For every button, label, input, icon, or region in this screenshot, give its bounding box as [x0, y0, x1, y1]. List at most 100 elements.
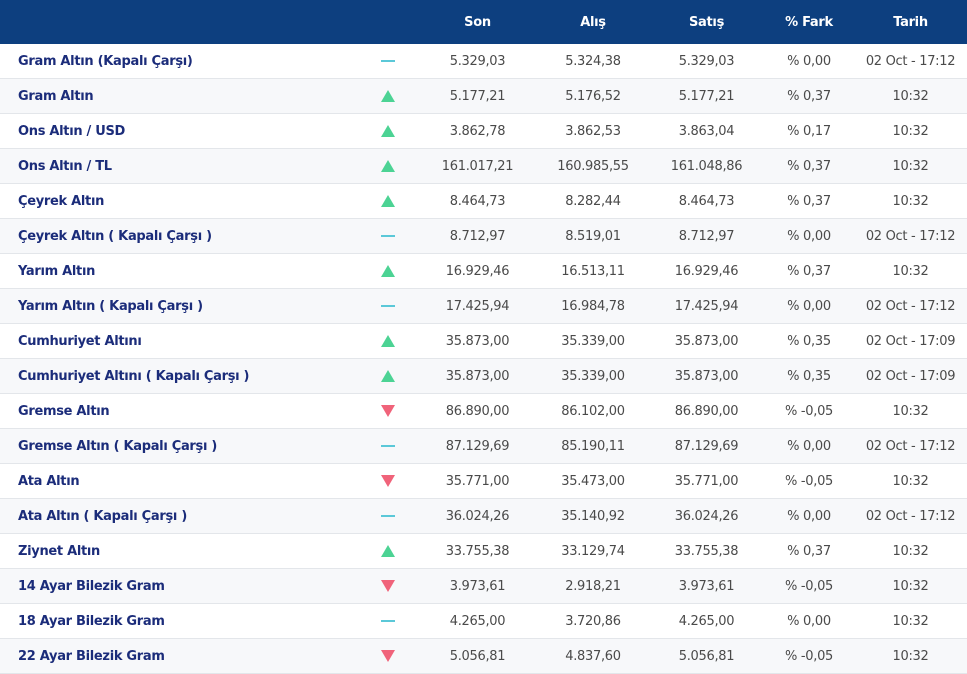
cell-fark: % 0,00: [787, 228, 831, 244]
table-row[interactable]: 14 Ayar Bilezik Gram 3.973,61 2.918,21 3.97…: [0, 569, 967, 604]
trend-up-icon: [381, 160, 395, 172]
cell-tarih: 10:32: [892, 473, 929, 489]
row-name-link[interactable]: Yarım Altın ( Kapalı Çarşı ): [18, 298, 203, 314]
trend-up-icon: [381, 90, 395, 102]
row-name-link[interactable]: 18 Ayar Bilezik Gram: [18, 613, 165, 629]
table-row[interactable]: Cumhuriyet Altını 35.873,00 35.339,00 35.87…: [0, 324, 967, 359]
cell-son: 161.017,21: [441, 158, 514, 174]
table-body: Gram Altın (Kapalı Çarşı) 5.329,03 5.324,3…: [0, 44, 967, 674]
trend-up-icon: [381, 545, 395, 557]
row-name-link[interactable]: Gremse Altın: [18, 403, 110, 419]
trend-cell: [358, 620, 418, 622]
trend-cell: [358, 125, 418, 137]
cell-tarih: 02 Oct - 17:09: [865, 368, 956, 384]
trend-up-icon: [381, 195, 395, 207]
cell-alis: 5.324,38: [565, 53, 621, 69]
trend-cell: [358, 445, 418, 447]
row-name-link[interactable]: 22 Ayar Bilezik Gram: [18, 648, 165, 664]
cell-son: 8.712,97: [449, 228, 506, 244]
cell-fark: % 0,37: [787, 88, 831, 104]
cell-tarih: 10:32: [892, 193, 929, 209]
table-row[interactable]: Ons Altın / TL 161.017,21 160.985,55 161.04…: [0, 149, 967, 184]
table-header: Son Alış Satış % Fark Tarih: [0, 0, 967, 44]
table-row[interactable]: Yarım Altın 16.929,46 16.513,11 16.929,46 % …: [0, 254, 967, 289]
trend-cell: [358, 195, 418, 207]
cell-son: 17.425,94: [445, 298, 510, 314]
table-row[interactable]: Gremse Altın 86.890,00 86.102,00 86.890,00%…: [0, 394, 967, 429]
cell-satis: 5.177,21: [678, 88, 735, 104]
row-name-link[interactable]: Ziynet Altın: [18, 543, 101, 559]
row-name-link[interactable]: Cumhuriyet Altını ( Kapalı Çarşı ): [18, 368, 250, 384]
table-row[interactable]: 22 Ayar Bilezik Gram 5.056,81 4.837,60 5.05…: [0, 639, 967, 674]
trend-cell: [358, 545, 418, 557]
cell-tarih: 02 Oct - 17:12: [865, 438, 956, 454]
header-fark: % Fark: [785, 14, 833, 30]
table-row[interactable]: Ziynet Altın 33.755,38 33.129,74 33.755,38%…: [0, 534, 967, 569]
cell-alis: 35.473,00: [561, 473, 625, 489]
cell-son: 87.129,69: [445, 438, 510, 454]
cell-fark: % 0,00: [787, 438, 831, 454]
table-row[interactable]: Ata Altın 35.771,00 35.473,00 35.771,00 % -0…: [0, 464, 967, 499]
row-name-link[interactable]: Cumhuriyet Altını: [18, 333, 142, 349]
cell-fark: % 0,35: [787, 368, 831, 384]
row-name-link[interactable]: Ons Altın / TL: [18, 158, 112, 174]
cell-tarih: 02 Oct - 17:12: [865, 298, 956, 314]
trend-flat-icon: [381, 445, 395, 447]
row-name-link[interactable]: 14 Ayar Bilezik Gram: [18, 578, 165, 594]
row-name-link[interactable]: Ons Altın / USD: [18, 123, 126, 139]
trend-flat-icon: [381, 60, 395, 62]
cell-fark: % 0,00: [787, 508, 831, 524]
row-name-link[interactable]: Ata Altın: [18, 473, 80, 489]
header-son: Son: [464, 14, 491, 30]
cell-son: 16.929,46: [445, 263, 510, 279]
cell-satis: 36.024,26: [674, 508, 739, 524]
cell-satis: 87.129,69: [674, 438, 739, 454]
cell-tarih: 02 Oct - 17:09: [865, 333, 956, 349]
cell-alis: 5.176,52: [565, 88, 621, 104]
cell-fark: % 0,37: [787, 158, 831, 174]
cell-alis: 33.129,74: [561, 543, 625, 559]
row-name-link[interactable]: Gram Altın (Kapalı Çarşı): [18, 53, 193, 69]
table-row[interactable]: Gram Altın 5.177,21 5.176,52 5.177,21 % 0,37…: [0, 79, 967, 114]
trend-flat-icon: [381, 305, 395, 307]
cell-satis: 35.873,00: [674, 333, 739, 349]
table-row[interactable]: Gram Altın (Kapalı Çarşı) 5.329,03 5.324,3…: [0, 44, 967, 79]
row-name-link[interactable]: Gram Altın: [18, 88, 94, 104]
trend-flat-icon: [381, 235, 395, 237]
table-row[interactable]: Ons Altın / USD 3.862,78 3.862,53 3.863,04%…: [0, 114, 967, 149]
cell-alis: 4.837,60: [565, 648, 621, 664]
cell-fark: % 0,00: [787, 298, 831, 314]
trend-up-icon: [381, 335, 395, 347]
table-row[interactable]: 18 Ayar Bilezik Gram 4.265,00 3.720,86 4.26…: [0, 604, 967, 639]
table-row[interactable]: Çeyrek Altın ( Kapalı Çarşı ) 8.712,97 8.5…: [0, 219, 967, 254]
table-row[interactable]: Yarım Altın ( Kapalı Çarşı ) 17.425,94 16.…: [0, 289, 967, 324]
cell-fark: % -0,05: [784, 648, 834, 664]
trend-cell: [358, 370, 418, 382]
cell-tarih: 02 Oct - 17:12: [865, 53, 956, 69]
row-name-link[interactable]: Yarım Altın: [18, 263, 96, 279]
cell-satis: 35.873,00: [674, 368, 739, 384]
trend-flat-icon: [381, 620, 395, 622]
trend-cell: [358, 305, 418, 307]
cell-tarih: 10:32: [892, 158, 929, 174]
cell-tarih: 02 Oct - 17:12: [865, 228, 956, 244]
row-name-link[interactable]: Çeyrek Altın ( Kapalı Çarşı ): [18, 228, 212, 244]
table-row[interactable]: Ata Altın ( Kapalı Çarşı ) 36.024,26 35.14…: [0, 499, 967, 534]
row-name-link[interactable]: Ata Altın ( Kapalı Çarşı ): [18, 508, 187, 524]
cell-satis: 8.712,97: [678, 228, 735, 244]
cell-fark: % 0,35: [787, 333, 831, 349]
cell-son: 3.862,78: [449, 123, 506, 139]
row-name-link[interactable]: Gremse Altın ( Kapalı Çarşı ): [18, 438, 218, 454]
cell-tarih: 10:32: [892, 123, 929, 139]
row-name-link[interactable]: Çeyrek Altın: [18, 193, 105, 209]
table-row[interactable]: Cumhuriyet Altını ( Kapalı Çarşı ) 35.873…: [0, 359, 967, 394]
cell-son: 35.771,00: [445, 473, 510, 489]
table-row[interactable]: Gremse Altın ( Kapalı Çarşı ) 87.129,69 85…: [0, 429, 967, 464]
cell-son: 33.755,38: [445, 543, 510, 559]
header-satis: Satış: [688, 14, 725, 30]
trend-down-icon: [381, 405, 395, 417]
cell-son: 36.024,26: [445, 508, 510, 524]
table-row[interactable]: Çeyrek Altın 8.464,73 8.282,44 8.464,73 % 0,…: [0, 184, 967, 219]
cell-satis: 33.755,38: [674, 543, 739, 559]
